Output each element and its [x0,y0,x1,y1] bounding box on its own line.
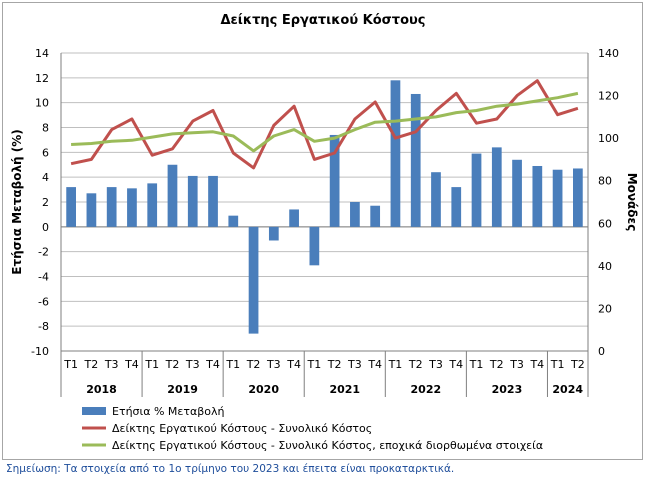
x-quarter-label: T3 [185,358,200,371]
x-quarter-label: T2 [327,358,342,371]
bar [86,193,97,227]
bar [410,93,421,227]
y-left-tick-label: -4 [38,271,49,284]
series-line-seasonally-adjusted [71,91,579,153]
x-quarter-label: T4 [205,358,220,371]
bar [370,205,381,227]
x-quarter-label: T1 [469,358,484,371]
y-right-tick-label: 100 [598,132,619,145]
x-quarter-label: T3 [428,358,443,371]
x-quarter-label: T2 [165,358,180,371]
y-left-tick-label: 14 [35,47,49,60]
x-quarter-label: T2 [570,358,585,371]
y-right-tick-label: 20 [598,302,612,315]
bar [187,175,198,227]
bar [106,187,117,227]
y-left-tick-label: 2 [42,196,49,209]
x-quarter-label: T3 [266,358,281,371]
x-year-label: 2020 [248,383,279,396]
chart-title: Δείκτης Εργατικού Κόστους [220,13,425,28]
bar [491,147,502,227]
legend-label: Δείκτης Εργατικού Κόστους - Συνολικό Κόσ… [112,439,543,452]
y-left-tick-label: -10 [31,345,49,358]
y-left-tick-label: 4 [42,171,49,184]
x-quarter-label: T1 [63,358,78,371]
x-year-label: 2024 [552,383,583,396]
x-quarter-label: T1 [388,358,403,371]
bar [512,159,522,227]
x-quarter-label: T3 [347,358,362,371]
bar [289,209,299,227]
x-quarter-label: T2 [84,358,99,371]
bar [248,226,259,334]
bar [309,226,320,266]
y-right-tick-label: 120 [598,90,619,103]
x-year-label: 2018 [86,383,117,396]
x-quarter-label: T4 [448,358,463,371]
y-left-tick-label: 12 [35,72,49,85]
bar [552,169,563,227]
x-quarter-label: T4 [367,358,382,371]
bar [66,187,76,227]
x-quarter-label: T3 [104,358,119,371]
footnote: Σημείωση: Τα στοιχεία από το 1ο τρίμηνο … [6,463,455,475]
y-left-tick-label: 8 [42,122,49,135]
legend-label: Δείκτης Εργατικού Κόστους - Συνολικό Κόσ… [112,422,372,435]
x-quarter-label: T2 [489,358,504,371]
x-quarter-label: T4 [529,358,544,371]
y-left-tick-label: -8 [38,320,49,333]
bar [471,153,482,227]
bar [208,175,218,227]
y-left-tick-label: 10 [35,97,49,110]
bar [329,134,340,227]
x-quarter-label: T1 [225,358,240,371]
y-left-tick-label: -2 [38,246,49,259]
bar [390,80,401,227]
x-year-label: 2023 [492,383,523,396]
legend-swatch-bar [82,407,106,415]
legend-label: Ετήσια % Μεταβολή [112,405,225,418]
x-quarter-label: T4 [124,358,139,371]
y-right-tick-label: 40 [598,260,612,273]
bar [228,215,239,227]
x-quarter-label: T2 [408,358,423,371]
y-right-tick-label: 140 [598,47,619,60]
series-line-total-cost [70,79,579,170]
bar [127,188,137,227]
x-year-label: 2019 [167,383,198,396]
x-quarter-label: T1 [550,358,565,371]
y-left-axis-title: Ετήσια Μεταβολή (%) [10,129,24,275]
x-quarter-label: T1 [144,358,159,371]
bar [451,187,462,227]
bar [268,226,279,241]
bar [431,172,441,227]
x-quarter-label: T3 [509,358,524,371]
bar [147,183,158,227]
bar [350,202,360,227]
x-year-label: 2021 [329,383,360,396]
y-right-axis-title: Μονάδες [625,173,639,232]
y-right-tick-label: 80 [598,175,612,188]
x-year-label: 2022 [411,383,442,396]
bar [573,168,583,227]
x-quarter-label: T2 [246,358,261,371]
y-left-tick-label: -6 [38,295,49,308]
y-right-tick-label: 0 [598,345,605,358]
y-left-tick-label: 6 [42,146,49,159]
x-quarter-label: T4 [286,358,301,371]
bar [532,165,543,227]
y-left-tick-label: 0 [42,221,49,234]
bar [167,164,178,227]
y-right-tick-label: 60 [598,217,612,230]
x-quarter-label: T1 [307,358,322,371]
